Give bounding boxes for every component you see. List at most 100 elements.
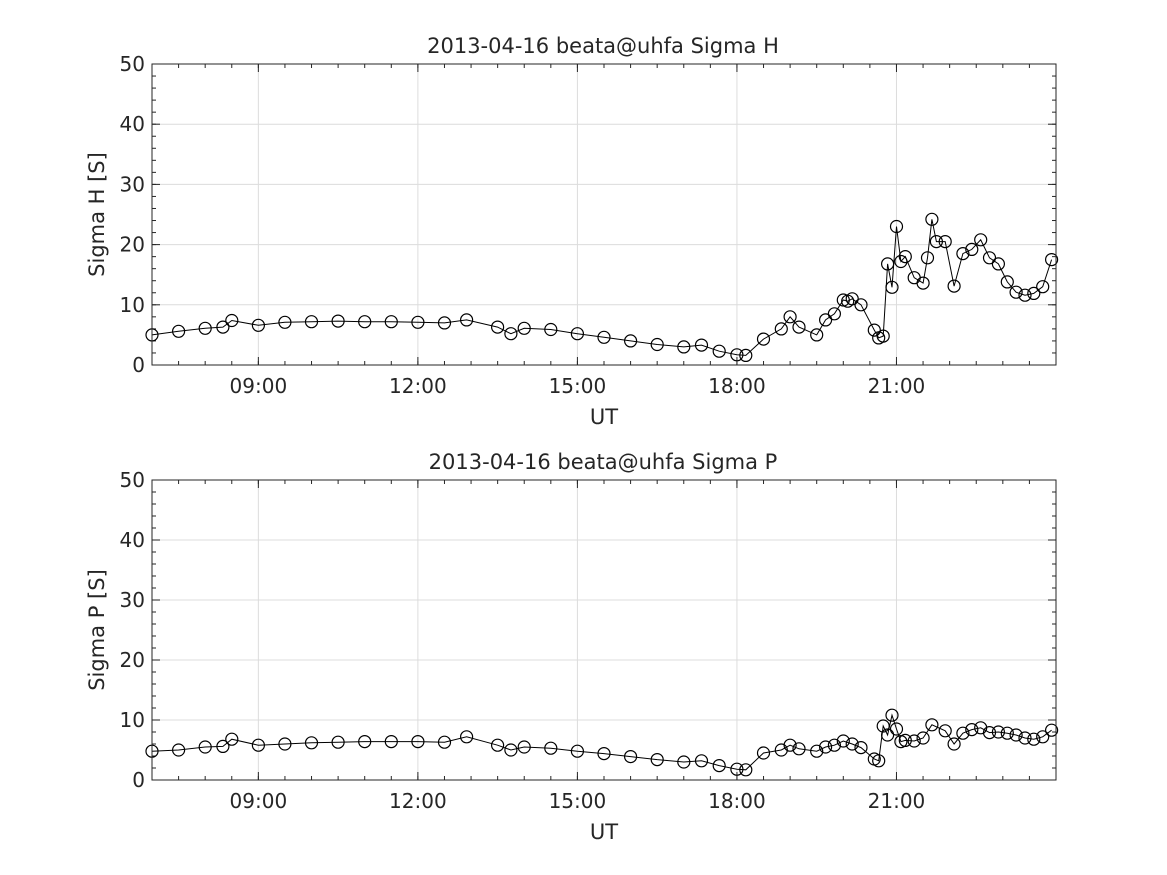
data-point — [956, 726, 970, 740]
data-point — [597, 330, 611, 344]
data-point — [491, 738, 505, 752]
data-point — [818, 740, 833, 754]
data-point — [623, 334, 638, 348]
x-tick-label: 15:00 — [549, 789, 607, 813]
axes-frame — [151, 63, 1057, 366]
data-point — [216, 320, 230, 334]
data-point — [491, 320, 505, 334]
y-tick-label: 40 — [120, 112, 145, 136]
data-point — [1027, 286, 1041, 300]
data-point — [1018, 731, 1032, 745]
data-point — [810, 328, 824, 342]
data-point — [517, 321, 531, 335]
data-point — [460, 730, 474, 744]
data-point — [278, 315, 292, 329]
y-tick-label: 50 — [120, 52, 145, 76]
data-point — [712, 344, 726, 358]
data-point — [437, 735, 452, 749]
data-point — [712, 758, 726, 773]
data-point — [925, 718, 939, 732]
data-point — [898, 733, 912, 748]
x-tick-label: 18:00 — [708, 374, 766, 398]
data-point — [854, 298, 868, 312]
data-point — [304, 736, 319, 750]
data-point — [504, 327, 518, 341]
data-point — [384, 315, 398, 329]
data-point — [650, 337, 664, 352]
data-point — [792, 742, 806, 756]
data-point — [1036, 730, 1050, 744]
data-point — [938, 235, 952, 249]
data-point — [783, 310, 797, 324]
data-point — [947, 279, 961, 293]
data-point — [331, 735, 345, 749]
data-point — [677, 340, 691, 354]
data-point — [1036, 280, 1050, 294]
data-point — [929, 235, 944, 249]
data-point — [1018, 288, 1032, 302]
data-point — [965, 722, 979, 737]
x-tick-label: 12:00 — [389, 374, 447, 398]
data-point — [854, 740, 868, 755]
data-point — [956, 247, 970, 261]
data-point — [544, 322, 558, 337]
y-tick-label: 20 — [120, 233, 145, 257]
data-point — [694, 754, 709, 768]
data-point — [756, 746, 771, 760]
data-point — [947, 737, 961, 751]
data-point — [504, 743, 518, 757]
sigma-p-panel: 09:00 12:00 15:00 18:00 21:00 0 10 20 30 40 50 2013… — [85, 450, 1059, 844]
data-point — [225, 313, 239, 328]
data-point — [827, 738, 842, 752]
y-tick-label: 20 — [120, 648, 145, 672]
data-point — [818, 313, 833, 327]
series-line — [151, 713, 1052, 771]
data-point — [974, 233, 988, 247]
data-point — [916, 731, 930, 745]
data-point — [991, 257, 1006, 271]
x-tick-label: 21:00 — [868, 789, 926, 813]
chart-title: 2013-04-16 beata@uhfa Sigma P — [429, 450, 778, 474]
plot-area — [152, 480, 1056, 780]
axes-frame — [151, 479, 1057, 781]
data-point — [836, 734, 850, 748]
x-tick-label: 09:00 — [230, 789, 288, 813]
data-point — [889, 722, 904, 736]
data-point — [991, 725, 1006, 739]
x-tick-label: 18:00 — [708, 789, 766, 813]
data-point — [331, 314, 345, 328]
data-point — [920, 251, 935, 265]
plot-area — [152, 64, 1056, 365]
y-tick-label: 10 — [120, 708, 145, 732]
data-point — [1027, 732, 1041, 746]
data-point — [694, 338, 709, 352]
data-point — [278, 737, 292, 751]
y-tick-label: 40 — [120, 528, 145, 552]
x-axis-label: UT — [590, 820, 618, 844]
data-point — [437, 316, 452, 330]
data-point — [544, 741, 558, 755]
data-point — [907, 734, 921, 748]
data-point — [916, 276, 930, 290]
data-point — [172, 743, 186, 757]
data-point — [982, 725, 997, 740]
data-point — [570, 327, 585, 341]
y-tick-label: 0 — [132, 353, 145, 377]
data-point — [774, 322, 788, 336]
data-point — [872, 754, 886, 768]
chart-title: 2013-04-16 beata@uhfa Sigma H — [427, 34, 779, 58]
y-axis-label: Sigma H [S] — [85, 152, 109, 277]
data-point — [876, 329, 890, 343]
data-point — [411, 315, 425, 329]
data-point — [304, 315, 319, 329]
data-point — [889, 219, 904, 234]
data-point — [460, 313, 474, 327]
data-point — [677, 755, 691, 769]
data-point — [880, 728, 895, 742]
data-point — [198, 321, 212, 335]
data-point — [384, 734, 398, 749]
data-point — [827, 307, 842, 321]
data-point — [965, 242, 979, 256]
x-axis-label: UT — [590, 405, 618, 429]
data-point — [225, 732, 239, 746]
